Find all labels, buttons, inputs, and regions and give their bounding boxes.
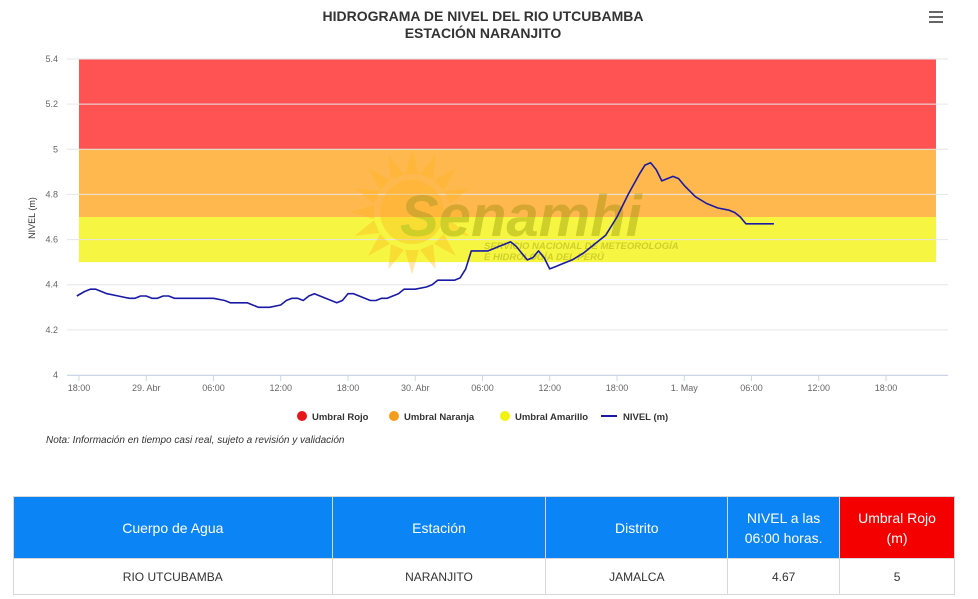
sun-ray: [354, 220, 380, 236]
chart-subtitle: ESTACIÓN NARANJITO: [404, 25, 562, 41]
y-tick-label: 5.2: [45, 99, 58, 109]
sun-ray: [350, 205, 374, 219]
x-tick-label: 30. Abr: [401, 383, 430, 393]
chart-area: Senamhi SERVICIO NACIONAL DE METEOROLOGÍ…: [27, 54, 948, 423]
legend-label: Umbral Rojo: [312, 412, 369, 423]
watermark-tagline-1: SERVICIO NACIONAL DE METEOROLOGÍA: [484, 241, 679, 252]
table-header-row: Cuerpo de Agua Estación Distrito NIVEL a…: [13, 496, 955, 559]
cell-distrito: JAMALCA: [545, 558, 729, 595]
sun-ray: [405, 150, 419, 174]
header-umbral-rojo: Umbral Rojo (m): [839, 496, 955, 559]
legend-label: Umbral Naranja: [404, 412, 475, 423]
y-tick-label: 4.2: [45, 325, 58, 335]
cell-umbral-rojo: 5: [839, 558, 955, 595]
y-tick-label: 4: [53, 370, 58, 380]
x-tick-label: 18:00: [337, 383, 360, 393]
sun-ray: [420, 244, 436, 270]
y-tick-label: 5: [53, 144, 58, 154]
station-info-table: Cuerpo de Agua Estación Distrito NIVEL a…: [13, 496, 955, 595]
sun-ray: [420, 154, 436, 180]
cell-cuerpo-de-agua: RIO UTCUBAMBA: [13, 558, 333, 595]
legend-item[interactable]: Umbral Rojo: [297, 411, 369, 423]
header-estacion: Estación: [331, 496, 547, 559]
realtime-note: Nota: Información en tiempo casi real, s…: [46, 435, 345, 446]
legend-symbol: [389, 411, 399, 421]
sun-ray: [444, 188, 470, 204]
sun-ray: [388, 244, 404, 270]
chart-title: HIDROGRAMA DE NIVEL DEL RIO UTCUBAMBA: [322, 8, 644, 24]
x-tick-label: 18:00: [606, 383, 629, 393]
x-tick-label: 06:00: [740, 383, 763, 393]
y-axis-label: NIVEL (m): [27, 197, 37, 239]
legend-item[interactable]: Umbral Amarillo: [500, 411, 588, 423]
sun-ray: [433, 168, 456, 191]
table-row: RIO UTCUBAMBA NARANJITO JAMALCA 4.67 5: [13, 558, 955, 595]
x-tick-label: 1. May: [671, 383, 699, 393]
sun-ray: [444, 220, 470, 236]
header-nivel-0600: NIVEL a las 06:00 horas.: [727, 496, 841, 559]
x-tick-label: 29. Abr: [132, 383, 161, 393]
y-tick-label: 5.4: [45, 54, 58, 64]
y-tick-label: 4.8: [45, 189, 58, 199]
cell-nivel: 4.67: [727, 558, 841, 595]
legend-symbol: [500, 411, 510, 421]
cell-estacion: NARANJITO: [331, 558, 547, 595]
watermark-brand: Senamhi: [400, 184, 644, 249]
hamburger-menu-icon[interactable]: [925, 8, 947, 28]
x-tick-label: 12:00: [807, 383, 830, 393]
legend-label: NIVEL (m): [623, 412, 668, 423]
x-tick-label: 12:00: [269, 383, 292, 393]
series-layer: [76, 162, 774, 309]
sun-ray: [450, 205, 474, 219]
legend-item[interactable]: Umbral Naranja: [389, 411, 475, 423]
y-tick-label: 4.4: [45, 280, 58, 290]
x-tick-label: 06:00: [202, 383, 225, 393]
header-cuerpo-de-agua: Cuerpo de Agua: [13, 496, 333, 559]
x-tick-label: 06:00: [471, 383, 494, 393]
sun-ray: [405, 250, 419, 274]
x-tick-label: 18:00: [68, 383, 91, 393]
x-tick-label: 18:00: [875, 383, 898, 393]
header-distrito: Distrito: [545, 496, 729, 559]
sun-ray: [368, 233, 391, 256]
y-tick-label: 4.6: [45, 235, 58, 245]
sun-ray: [354, 188, 380, 204]
series-line-nivel: [76, 162, 774, 309]
band-umbral-naranja: [79, 149, 936, 217]
legend: Umbral Rojo Umbral Naranja Umbral Amarillo…: [297, 411, 668, 423]
legend-label: Umbral Amarillo: [515, 412, 588, 423]
legend-item[interactable]: NIVEL (m): [601, 412, 668, 423]
sun-ray: [368, 168, 391, 191]
legend-symbol: [297, 411, 307, 421]
axes: 4 4.2 4.4 4.6 4.8 5 5.2 5.4 18:00 29. Abr 06:00 12:…: [45, 54, 948, 393]
x-tick-label: 12:00: [538, 383, 561, 393]
sun-ray: [433, 233, 456, 256]
sun-ray: [388, 154, 404, 180]
